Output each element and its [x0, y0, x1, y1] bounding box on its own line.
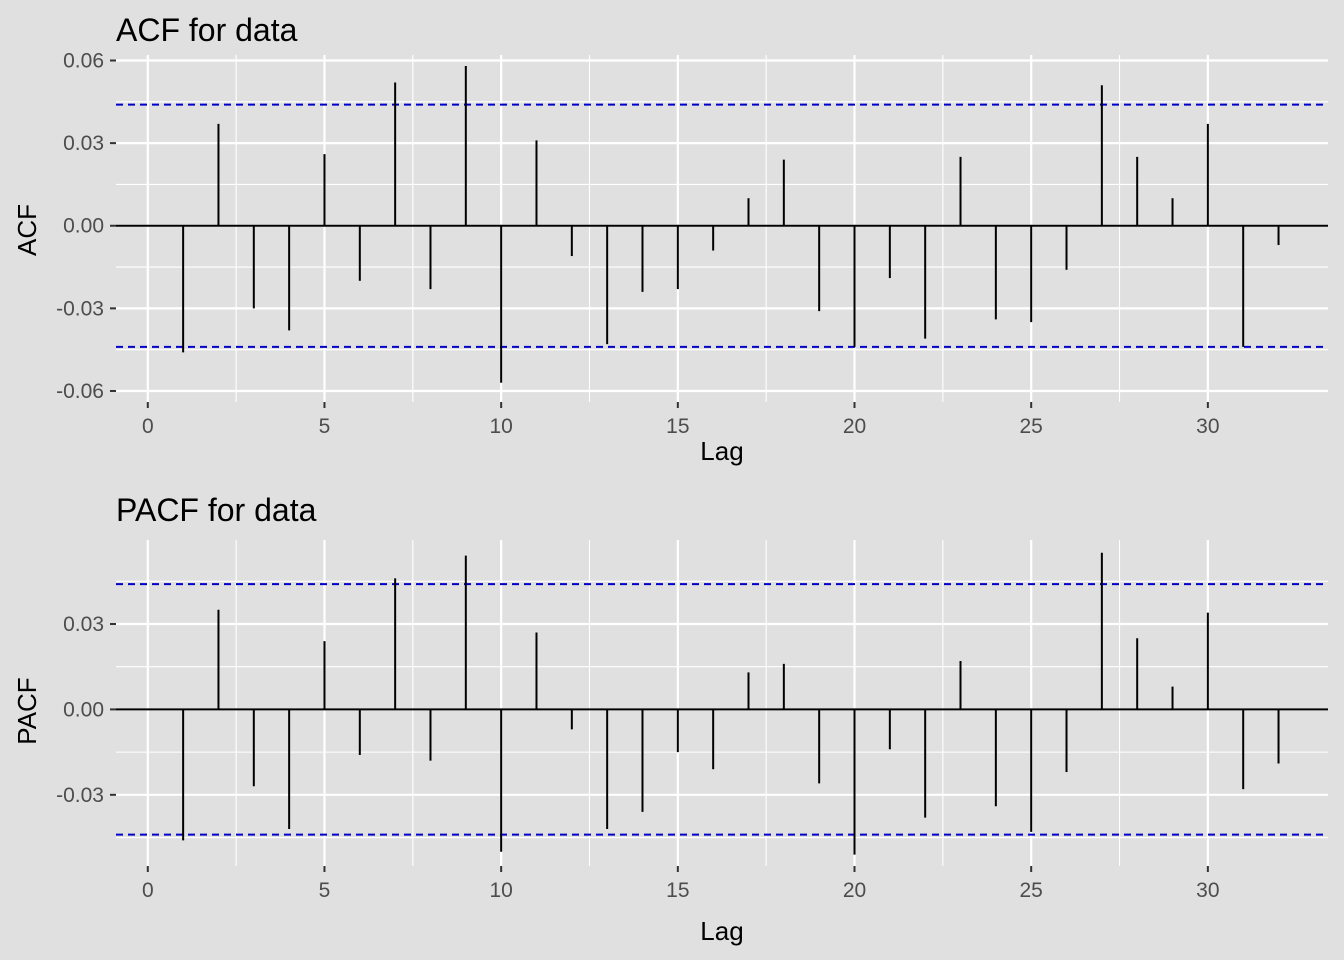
acf-y-tick-label: 0.03	[63, 132, 104, 155]
pacf-chart: PACF for data Lag PACF 0 5 10 15 20 25 30 -0.03…	[12, 492, 1328, 946]
pacf-x-tick-label: 10	[489, 879, 512, 902]
acf-y-axis-title: ACF	[12, 204, 42, 256]
acf-x-tick-label: 30	[1196, 415, 1219, 438]
pacf-y-axis-title: PACF	[12, 677, 42, 744]
pacf-x-axis-title: Lag	[700, 916, 743, 946]
acf-chart-title: ACF for data	[116, 12, 298, 48]
pacf-x-tick-label: 0	[142, 879, 154, 902]
pacf-x-tick-label: 25	[1020, 879, 1043, 902]
pacf-x-tick-label: 15	[666, 879, 689, 902]
acf-x-tick-label: 0	[142, 415, 154, 438]
acf-y-tick-label: 0.06	[63, 50, 104, 73]
acf-y-tick-label: -0.03	[56, 297, 104, 320]
acf-x-tick-label: 10	[489, 415, 512, 438]
acf-y-tick-label: -0.06	[56, 380, 104, 403]
pacf-x-tick-label: 5	[319, 879, 331, 902]
acf-chart: ACF for data Lag ACF 0 5 10 15 20 25 30 -0.06 -0…	[12, 12, 1328, 466]
pacf-x-tick-label: 30	[1196, 879, 1219, 902]
acf-x-tick-label: 20	[843, 415, 866, 438]
acf-y-tick-label: 0.00	[63, 215, 104, 238]
pacf-y-tick-label: 0.03	[63, 613, 104, 636]
acf-x-tick-label: 15	[666, 415, 689, 438]
acf-x-tick-label: 25	[1020, 415, 1043, 438]
pacf-chart-title: PACF for data	[116, 492, 317, 528]
acf-x-axis-title: Lag	[700, 436, 743, 466]
pacf-y-tick-label: 0.00	[63, 698, 104, 721]
pacf-x-tick-label: 20	[843, 879, 866, 902]
acf-x-tick-label: 5	[319, 415, 331, 438]
pacf-y-tick-label: -0.03	[56, 784, 104, 807]
